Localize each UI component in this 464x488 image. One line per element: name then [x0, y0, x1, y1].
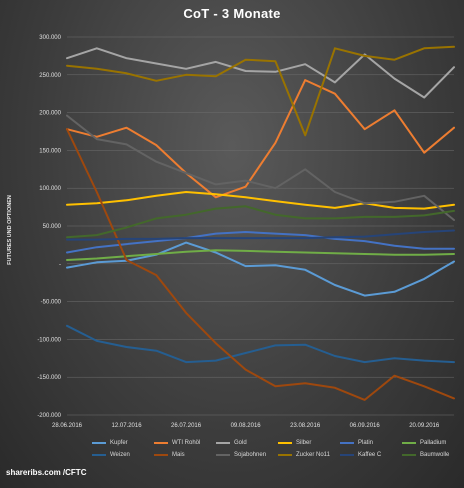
- series-line-wti-roh-l: [66, 79, 455, 199]
- series-line-silber: [66, 191, 455, 210]
- legend-swatch: [278, 442, 292, 444]
- y-tick-label: -100.000: [37, 337, 61, 343]
- legend-row: Kupfer WTI Rohöl Gold Silber Platin Palladium: [92, 437, 464, 449]
- legend-label: Silber: [296, 440, 312, 446]
- y-tick-label: -50.000: [41, 300, 62, 306]
- series-line-gold: [66, 47, 455, 99]
- legend-item: Weizen: [92, 449, 154, 461]
- legend-item: Platin: [340, 437, 402, 449]
- x-tick-label: 28.06.2016: [52, 423, 83, 429]
- series-line-sojabohnen: [66, 114, 455, 221]
- series-line-weizen: [66, 324, 455, 364]
- x-tick-label: 26.07.2016: [171, 423, 202, 429]
- y-tick-label: -: [59, 262, 61, 268]
- x-tick-label: 20.09.2016: [409, 423, 440, 429]
- x-tick-label: 23.08.2016: [290, 423, 321, 429]
- legend-label: Palladium: [420, 440, 447, 446]
- legend-swatch: [402, 442, 416, 444]
- legend-label: Mais: [172, 452, 185, 458]
- legend-label: WTI Rohöl: [172, 440, 201, 446]
- y-tick-label: 150.000: [39, 148, 61, 154]
- series-line-mais: [66, 128, 455, 401]
- y-axis-ticks: 300.000 250.000 200.000 150.000 100.000 50.00…: [37, 35, 61, 419]
- y-tick-label: 200.000: [39, 111, 61, 117]
- legend-item: Baumwolle: [402, 449, 464, 461]
- series-line-palladium: [66, 249, 455, 261]
- legend-swatch: [216, 454, 230, 456]
- legend-label: Platin: [358, 440, 374, 446]
- series-line-kupfer: [66, 241, 455, 297]
- legend-swatch: [340, 442, 354, 444]
- x-tick-label: 09.08.2016: [231, 423, 262, 429]
- x-axis-ticks: 28.06.2016 12.07.2016 26.07.2016 09.08.2016…: [52, 423, 440, 429]
- y-tick-label: -150.000: [37, 375, 61, 381]
- legend-label: Weizen: [110, 452, 130, 458]
- legend-row: Weizen Mais Sojabohnen Zucker No11 Kaffee C B…: [92, 449, 464, 461]
- legend-item: Gold: [216, 437, 278, 449]
- legend-item: WTI Rohöl: [154, 437, 216, 449]
- series-lines: [66, 45, 455, 401]
- legend-swatch: [154, 442, 168, 444]
- legend-label: Kaffee C: [358, 452, 382, 458]
- x-tick-label: 12.07.2016: [112, 423, 143, 429]
- y-tick-label: 50.000: [43, 224, 62, 230]
- legend-item: Zucker No11: [278, 449, 340, 461]
- chart-title: CoT - 3 Monate: [183, 6, 281, 21]
- legend-item: Sojabohnen: [216, 449, 278, 461]
- y-tick-label: 300.000: [39, 35, 61, 41]
- legend-swatch: [216, 442, 230, 444]
- series-line-baumwolle: [66, 205, 455, 239]
- legend-swatch: [154, 454, 168, 456]
- legend-label: Kupfer: [110, 440, 128, 446]
- source-footer: shareribs.com /CFTC: [6, 468, 87, 477]
- legend-swatch: [402, 454, 416, 456]
- y-axis-label: FUTURES UND OPTIONEN: [7, 195, 13, 265]
- y-tick-label: 250.000: [39, 73, 61, 79]
- legend-item: Silber: [278, 437, 340, 449]
- legend-swatch: [340, 454, 354, 456]
- y-tick-label: -200.000: [37, 413, 61, 419]
- y-tick-label: 100.000: [39, 186, 61, 192]
- legend-label: Zucker No11: [296, 452, 330, 458]
- legend-item: Palladium: [402, 437, 464, 449]
- legend-swatch: [92, 442, 106, 444]
- legend-label: Baumwolle: [420, 452, 450, 458]
- series-line-platin: [66, 231, 455, 254]
- legend: Kupfer WTI Rohöl Gold Silber Platin Palladium…: [92, 437, 464, 461]
- series-line-kaffee-c: [66, 229, 455, 241]
- legend-label: Sojabohnen: [234, 452, 267, 458]
- x-tick-label: 06.09.2016: [350, 423, 381, 429]
- legend-swatch: [92, 454, 106, 456]
- series-line-zucker-no11: [66, 45, 455, 137]
- legend-swatch: [278, 454, 292, 456]
- legend-item: Kupfer: [92, 437, 154, 449]
- legend-item: Mais: [154, 449, 216, 461]
- legend-label: Gold: [234, 440, 247, 446]
- legend-item: Kaffee C: [340, 449, 402, 461]
